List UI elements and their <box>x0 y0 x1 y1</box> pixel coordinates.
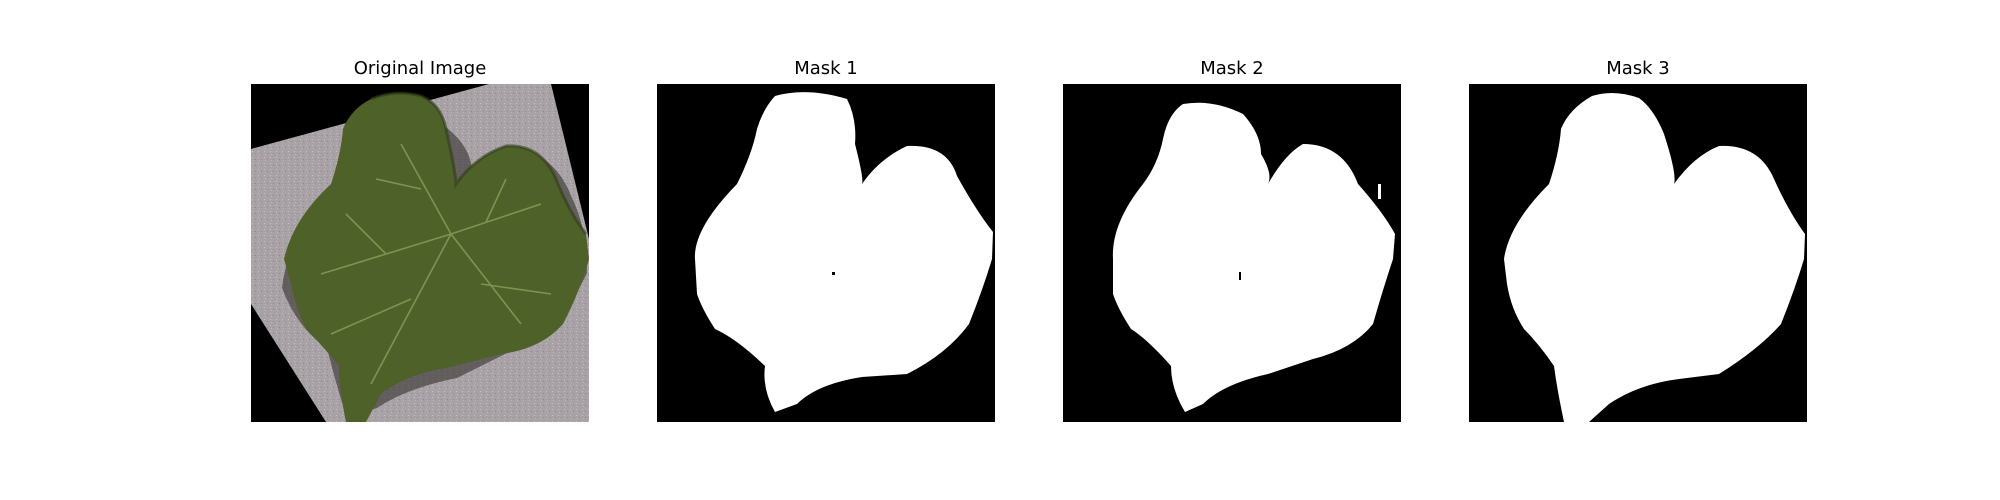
panel-title: Original Image <box>353 58 487 79</box>
panel-mask-3: Mask 3 <box>1469 0 1807 500</box>
mask-2-image <box>1063 84 1401 422</box>
panel-title: Mask 2 <box>1200 58 1264 79</box>
panel-mask-2: Mask 2 <box>1063 0 1401 500</box>
mask-3-image <box>1469 84 1807 422</box>
panel-mask-1: Mask 1 <box>657 0 995 500</box>
panel-original-image: Original Image <box>251 0 589 500</box>
mask-1-image <box>657 84 995 422</box>
panel-title: Mask 3 <box>1606 58 1670 79</box>
panel-title: Mask 1 <box>794 58 858 79</box>
original-leaf-image <box>251 84 589 422</box>
